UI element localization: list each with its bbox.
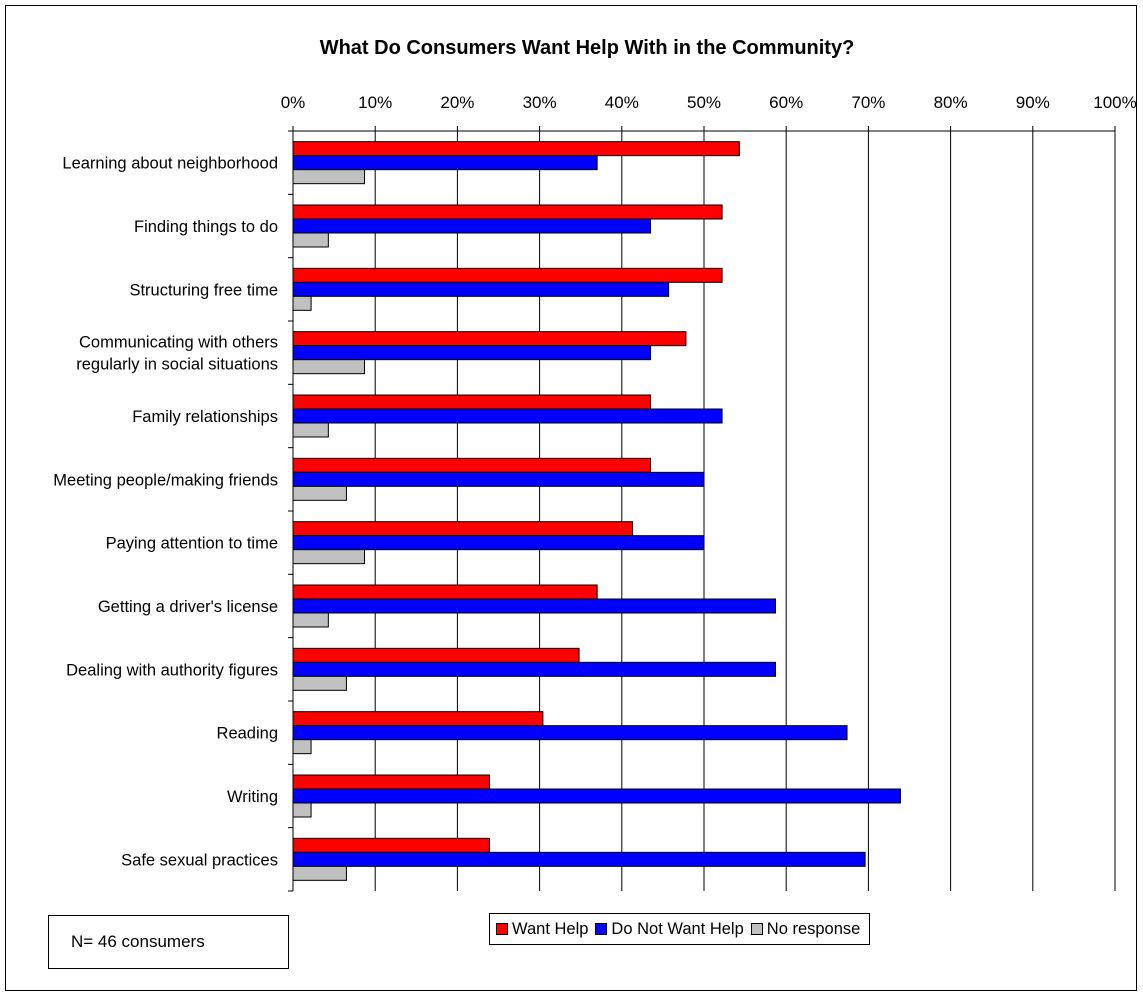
bar-want-help: [292, 837, 490, 853]
bars: [292, 141, 901, 881]
category-label: Family relationships: [132, 408, 278, 426]
legend-item-do-not-want-help: Do Not Want Help: [595, 919, 744, 939]
category-label: Communicating with others regularly in so…: [76, 334, 278, 374]
legend-label-no-response: No response: [766, 919, 861, 938]
sample-size-note: N= 46 consumers: [48, 915, 289, 969]
category-label: Structuring free time: [129, 281, 278, 299]
bar-want-help: [292, 521, 633, 537]
legend: Want Help Do Not Want Help No response: [489, 913, 871, 945]
bar-no-response: [292, 485, 347, 501]
x-tick-label: 100%: [1093, 93, 1136, 112]
bar-do-not-want-help: [292, 725, 848, 741]
bar-no-response: [292, 169, 366, 185]
legend-item-no-response: No response: [750, 919, 861, 939]
category-label: Reading: [217, 725, 278, 743]
category-label: Getting a driver's license: [98, 598, 278, 616]
axes: [288, 126, 1116, 892]
gridlines: [374, 131, 1116, 891]
bar-want-help: [292, 584, 598, 600]
x-tick-label: 0%: [281, 93, 306, 112]
bar-do-not-want-help: [292, 661, 777, 677]
chart-title: What Do Consumers Want Help With in the …: [320, 37, 855, 59]
category-label: Dealing with authority figures: [66, 661, 278, 679]
bar-want-help: [292, 711, 544, 727]
category-label: Meeting people/making friends: [53, 471, 278, 489]
bar-no-response: [292, 232, 329, 248]
category-label: Finding things to do: [134, 218, 278, 236]
bar-no-response: [292, 359, 366, 375]
bar-no-response: [292, 675, 347, 691]
bar-want-help: [292, 394, 652, 410]
bar-no-response: [292, 422, 329, 438]
bar-no-response: [292, 549, 366, 565]
bar-want-help: [292, 774, 490, 790]
category-label: Learning about neighborhood: [62, 155, 278, 173]
bar-no-response: [292, 295, 312, 311]
bar-do-not-want-help: [292, 788, 901, 804]
x-tick-label: 80%: [934, 93, 968, 112]
x-tick-label: 40%: [605, 93, 639, 112]
x-tick-label: 60%: [769, 93, 803, 112]
bar-no-response: [292, 865, 347, 881]
bar-do-not-want-help: [292, 471, 705, 487]
legend-label-do-not-want-help: Do Not Want Help: [611, 919, 744, 938]
bar-do-not-want-help: [292, 155, 598, 171]
legend-swatch-no-response: [750, 923, 763, 935]
x-tick-label: 70%: [851, 93, 885, 112]
category-label: Paying attention to time: [106, 535, 278, 553]
bar-do-not-want-help: [292, 535, 705, 551]
category-labels: Learning about neighborhood Finding thing…: [53, 155, 278, 870]
x-tick-label: 10%: [358, 93, 392, 112]
bar-want-help: [292, 457, 652, 473]
legend-item-want-help: Want Help: [496, 920, 588, 939]
category-label: Safe sexual practices: [121, 851, 278, 869]
bar-do-not-want-help: [292, 281, 670, 297]
bar-want-help: [292, 331, 687, 347]
category-label: Writing: [227, 788, 278, 806]
bar-want-help: [292, 267, 723, 283]
bar-do-not-want-help: [292, 851, 866, 867]
bar-do-not-want-help: [292, 345, 652, 361]
legend-swatch-want-help: [496, 923, 508, 935]
legend-label-want-help: Want Help: [512, 919, 589, 938]
x-tick-label: 30%: [523, 93, 557, 112]
bar-do-not-want-help: [292, 218, 652, 234]
legend-swatch-do-not-want-help: [595, 923, 608, 935]
x-tick-label: 20%: [440, 93, 474, 112]
bar-do-not-want-help: [292, 408, 723, 424]
bar-want-help: [292, 141, 740, 157]
bar-no-response: [292, 739, 312, 755]
x-tick-labels: 0% 10% 20% 30% 40% 50% 60% 70% 80% 90% 100%: [281, 93, 1137, 112]
bar-want-help: [292, 204, 723, 220]
x-tick-label: 90%: [1016, 93, 1050, 112]
bar-no-response: [292, 612, 329, 628]
x-tick-label: 50%: [687, 93, 721, 112]
bar-want-help: [292, 647, 580, 663]
bar-no-response: [292, 802, 312, 818]
bar-do-not-want-help: [292, 598, 777, 614]
